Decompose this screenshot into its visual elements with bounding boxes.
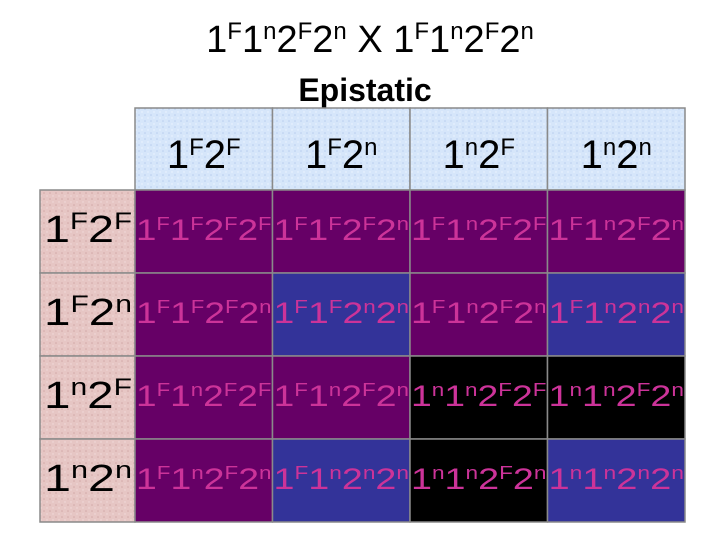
title: 1F1n2F2n X 1F1n2F2n (206, 18, 534, 62)
cell (546, 272, 686, 357)
genotype: 1 F1 n2 n2 n (549, 297, 685, 330)
cell (546, 438, 686, 523)
cell (271, 438, 411, 523)
genotype: 1 F1 F2 F2 n (136, 297, 272, 330)
row-header-cell (39, 272, 136, 357)
row-header-cell (39, 355, 136, 440)
row-header: 1 n2 n (44, 457, 132, 501)
cell (134, 189, 274, 274)
cell (546, 189, 686, 274)
genotype: 1 n1 n2 F2 n (411, 463, 547, 496)
genotype: 1 F1 F2 F2 n (274, 214, 410, 247)
row-header: 1 F2 F (44, 208, 132, 252)
genotype: 1 F1 n2 n2 n (274, 463, 410, 496)
genotype: 1 F1 n2 F2 n (136, 463, 272, 496)
column-header: 1n2n (581, 133, 652, 177)
genotype: 1 F1 F2 F2 F (136, 214, 272, 247)
genotype: 1 n1 n2 n2 n (549, 463, 685, 496)
genotype: 1 F1 n2 F2 n (549, 214, 685, 247)
column-header: 1F2n (305, 133, 378, 177)
cell (409, 189, 549, 274)
column-header-cell (546, 107, 686, 191)
genotype: 1 F1 n2 F2 n (274, 380, 410, 413)
genotype: 1 F1 n2 F2 F (411, 214, 547, 247)
cell (134, 438, 274, 523)
column-header: 1F2F (167, 133, 241, 177)
genotype: 1 F1 n2 F2 n (411, 297, 547, 330)
cell (546, 355, 686, 440)
cell (134, 355, 274, 440)
genotype: 1 n1 n2 F2 F (411, 380, 547, 413)
column-header-cell (134, 107, 274, 191)
cell (409, 438, 549, 523)
cell (271, 355, 411, 440)
genotype: 1 F1 n2 F2 F (136, 380, 272, 413)
column-header: 1n2F (442, 133, 515, 177)
cell (409, 272, 549, 357)
subtitle: Epistatic (298, 72, 431, 108)
cell (134, 272, 274, 357)
row-header-cell (39, 438, 136, 523)
genotype: 1 F1 F2 n2 n (274, 297, 410, 330)
cell (271, 272, 411, 357)
genotype: 1 n1 n2 F2 n (549, 380, 685, 413)
row-header: 1 n2 F (44, 374, 132, 418)
column-header-cell (271, 107, 411, 191)
row-header: 1 F2 n (44, 291, 132, 335)
